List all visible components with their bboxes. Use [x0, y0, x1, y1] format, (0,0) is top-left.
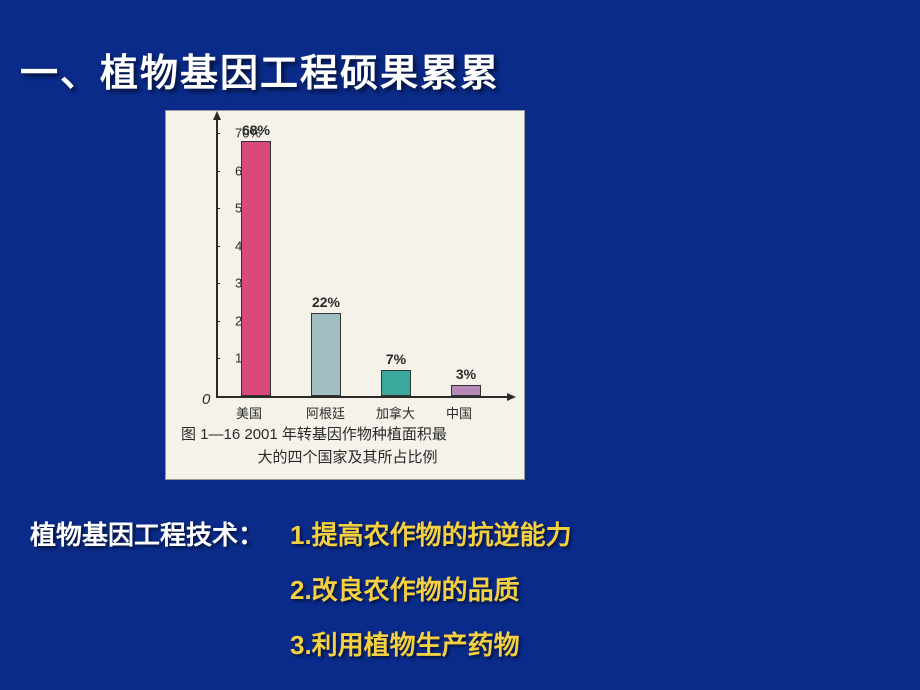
bar-美国: 68%: [241, 141, 271, 396]
bar-chart: 0 10%20%30%40%50%60%70% 68%22%7%3% 美国阿根廷…: [165, 110, 525, 480]
bar-value-label: 3%: [456, 366, 476, 382]
y-tick: [216, 208, 220, 209]
chart-caption: 图 1—16 2001 年转基因作物种植面积最 大的四个国家及其所占比例: [181, 424, 514, 469]
x-tick-label: 中国: [446, 403, 472, 422]
y-axis: [216, 118, 218, 398]
y-tick: [216, 133, 220, 134]
zero-label: 0: [202, 391, 210, 408]
subtitle: 植物基因工程技术：: [30, 515, 264, 552]
chart-plot-area: 0 10%20%30%40%50%60%70% 68%22%7%3% 美国阿根廷…: [216, 123, 511, 413]
y-tick: [216, 283, 220, 284]
x-axis: [216, 396, 509, 398]
x-tick-label: 加拿大: [376, 403, 415, 422]
caption-line-2: 大的四个国家及其所占比例: [181, 447, 514, 470]
y-tick: [216, 171, 220, 172]
list-item-2: 2.改良农作物的品质: [290, 570, 520, 607]
bar-value-label: 7%: [386, 351, 406, 367]
y-tick: [216, 358, 220, 359]
bar-value-label: 68%: [242, 122, 270, 138]
list-item-1: 1.提高农作物的抗逆能力: [290, 515, 572, 552]
x-axis-arrow: [507, 393, 516, 401]
page-title: 一、植物基因工程硕果累累: [20, 42, 500, 97]
bar-value-label: 22%: [312, 294, 340, 310]
bar-阿根廷: 22%: [311, 313, 341, 396]
bar-中国: 3%: [451, 385, 481, 396]
y-tick: [216, 321, 220, 322]
y-tick: [216, 246, 220, 247]
y-axis-arrow: [213, 111, 221, 120]
x-tick-label: 阿根廷: [306, 403, 345, 422]
x-tick-label: 美国: [236, 403, 262, 422]
caption-line-1: 图 1—16 2001 年转基因作物种植面积最: [181, 424, 514, 447]
bar-加拿大: 7%: [381, 370, 411, 396]
list-item-3: 3.利用植物生产药物: [290, 625, 520, 662]
